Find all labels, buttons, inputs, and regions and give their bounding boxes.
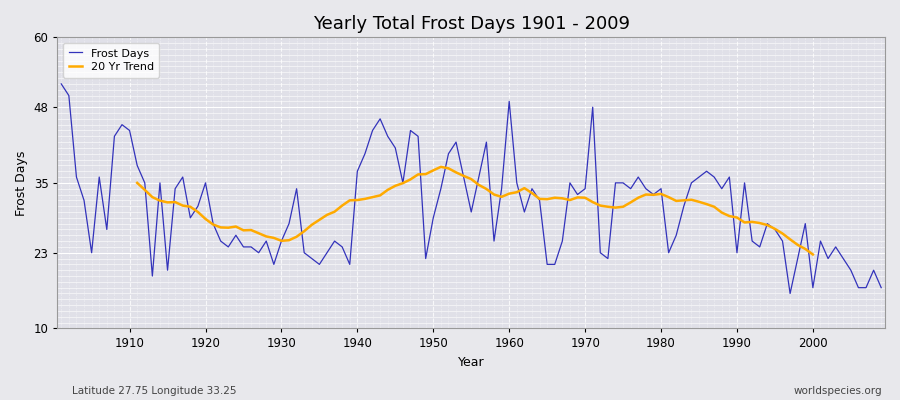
Frost Days bbox=[504, 99, 515, 104]
Frost Days bbox=[329, 239, 340, 244]
Frost Days bbox=[595, 250, 606, 255]
20 Yr Trend bbox=[223, 225, 234, 230]
Frost Days bbox=[876, 285, 886, 290]
X-axis label: Year: Year bbox=[458, 356, 484, 369]
Title: Yearly Total Frost Days 1901 - 2009: Yearly Total Frost Days 1901 - 2009 bbox=[312, 15, 630, 33]
Line: Frost Days: Frost Days bbox=[61, 84, 881, 294]
Frost Days bbox=[496, 186, 507, 191]
Frost Days bbox=[117, 122, 128, 127]
20 Yr Trend bbox=[785, 237, 796, 242]
Y-axis label: Frost Days: Frost Days bbox=[15, 150, 28, 216]
Frost Days bbox=[785, 291, 796, 296]
20 Yr Trend bbox=[131, 180, 142, 185]
20 Yr Trend bbox=[436, 164, 446, 169]
20 Yr Trend bbox=[610, 205, 621, 210]
20 Yr Trend bbox=[807, 252, 818, 257]
Frost Days bbox=[284, 221, 294, 226]
20 Yr Trend bbox=[337, 203, 347, 208]
Line: 20 Yr Trend: 20 Yr Trend bbox=[137, 167, 813, 254]
Frost Days bbox=[56, 82, 67, 86]
20 Yr Trend bbox=[701, 202, 712, 206]
20 Yr Trend bbox=[716, 210, 727, 215]
Text: Latitude 27.75 Longitude 33.25: Latitude 27.75 Longitude 33.25 bbox=[72, 386, 237, 396]
Legend: Frost Days, 20 Yr Trend: Frost Days, 20 Yr Trend bbox=[63, 43, 159, 78]
Text: worldspecies.org: worldspecies.org bbox=[794, 386, 882, 396]
